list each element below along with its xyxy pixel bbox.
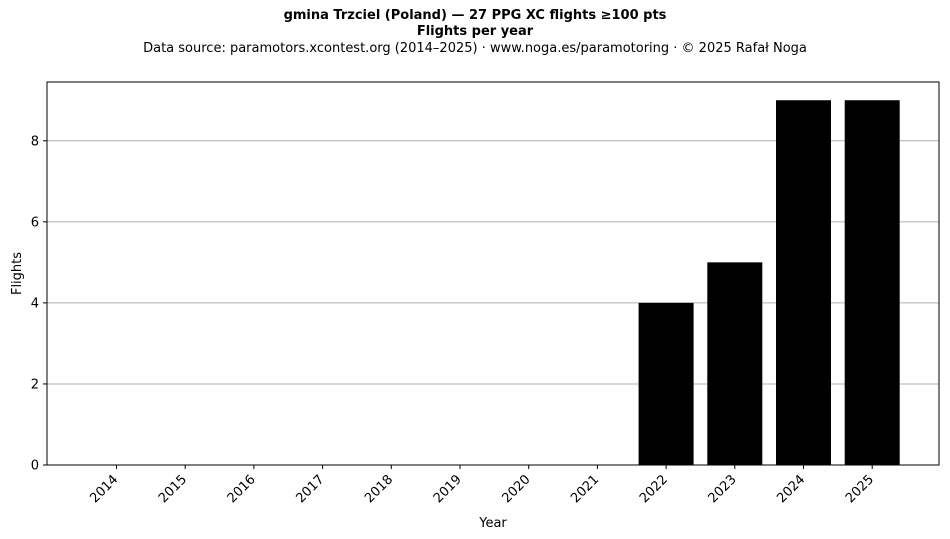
x-tick-label: 2021 bbox=[568, 472, 602, 506]
x-tick-label: 2016 bbox=[225, 472, 259, 506]
bar-2022 bbox=[638, 302, 694, 465]
bar-2023 bbox=[707, 262, 763, 465]
x-tick-label: 2015 bbox=[156, 472, 190, 506]
y-tick-label: 2 bbox=[31, 377, 39, 392]
x-tick-label: 2025 bbox=[843, 472, 877, 506]
x-tick-label: 2020 bbox=[500, 472, 534, 506]
bar-2025 bbox=[844, 100, 900, 465]
x-tick-label: 2023 bbox=[706, 472, 740, 506]
x-tick-label: 2018 bbox=[362, 472, 396, 506]
y-tick-label: 8 bbox=[31, 134, 39, 149]
x-tick-label: 2019 bbox=[431, 472, 465, 506]
y-tick-label: 0 bbox=[31, 459, 39, 474]
chart-titles: gmina Trzciel (Poland) — 27 PPG XC fligh… bbox=[0, 8, 950, 58]
y-axis-label: Flights bbox=[10, 252, 25, 295]
bar-2024 bbox=[776, 100, 831, 465]
y-axis: 0 2 4 6 8 bbox=[31, 134, 47, 474]
x-tick-label: 2014 bbox=[87, 472, 121, 506]
bars bbox=[638, 100, 900, 465]
x-axis-label: Year bbox=[478, 516, 507, 531]
y-tick-label: 4 bbox=[31, 296, 39, 311]
x-tick-label: 2022 bbox=[637, 472, 671, 506]
y-tick-label: 6 bbox=[31, 215, 39, 230]
chart-title: gmina Trzciel (Poland) — 27 PPG XC fligh… bbox=[283, 8, 667, 23]
x-axis: 2014 2015 2016 2017 2018 2019 2020 2021 2022 2023… bbox=[87, 465, 877, 506]
chart-subtitle: Data source: paramotors.xcontest.org (20… bbox=[143, 41, 807, 56]
chart-title-2: Flights per year bbox=[416, 24, 534, 39]
x-tick-label: 2017 bbox=[293, 472, 327, 506]
plot-frame bbox=[46, 81, 940, 466]
x-tick-label: 2024 bbox=[774, 472, 808, 506]
